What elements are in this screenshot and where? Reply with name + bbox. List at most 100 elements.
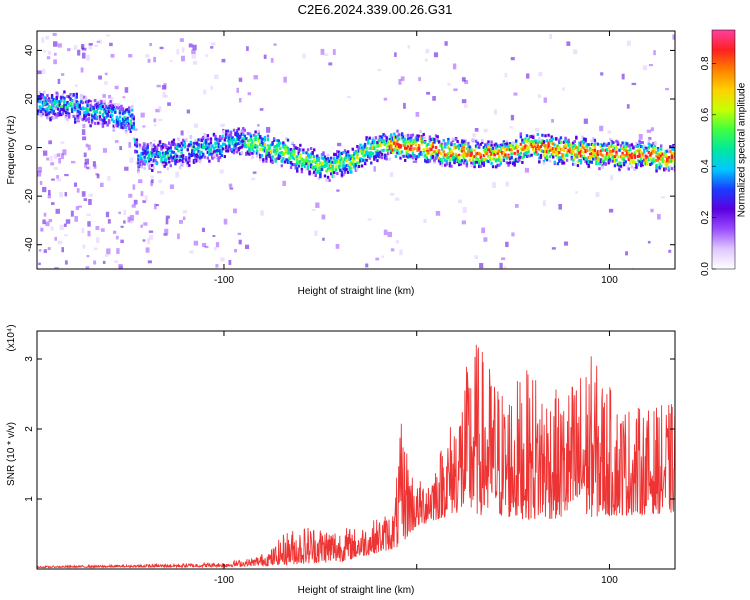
spectrogram-cell [481,140,484,144]
spectrogram-cell [590,142,593,146]
spectrogram-cell [53,166,59,170]
spectrogram-cell [340,173,344,177]
spectrogram-cell [478,152,481,156]
spectrogram-cell [265,159,268,163]
spectrogram-cell [75,92,78,96]
spectrogram-cell [225,135,228,139]
spectrogram-cell [101,113,105,117]
spectrogram-cell [436,153,439,157]
spectrogram-cell [459,159,462,163]
spectrogram-cell [467,141,470,145]
spectrogram-cell [100,101,103,105]
spectrogram-cell [146,143,149,147]
spectrogram-cell [262,142,265,146]
spectrogram-cell [222,134,225,138]
spectrogram-cell [61,95,65,99]
spectrogram-cell [283,76,287,83]
spectrogram-cell [112,127,115,131]
spectrogram-cell [126,119,129,123]
spectrogram-cell [126,110,129,114]
spectrogram-cell [234,140,237,144]
spectrogram-cell [291,163,294,167]
spectrogram-cell [668,249,672,253]
spectrogram-cell [396,145,399,149]
spectrogram-cell [111,114,114,118]
spectrogram-cell [308,172,311,176]
spectrogram-cell [479,263,484,269]
spectrogram-cell [178,158,182,162]
spectrogram-cell [521,144,524,148]
spectrogram-cell [37,109,40,113]
spectrogram-cell [428,136,432,140]
spectrogram-cell [416,138,419,142]
spectrogram-cell [582,137,586,141]
spectrogram-cell [461,153,464,157]
spectrogram-cell [400,136,404,140]
spectrogram-cell [316,154,319,158]
spectrogram-cell [427,151,430,155]
spectrogram-cell [135,150,139,154]
spectrogram-cell [144,160,148,164]
snr-y-tick-label: 2 [24,426,35,432]
spectrogram-cell [595,152,598,156]
spectrogram-cell [388,147,391,151]
spectrogram-cell [66,105,69,109]
spectrogram-cell [482,153,486,157]
spectrogram-cell [317,156,321,160]
spectrogram-cell [188,163,191,167]
spectrogram-cell [271,161,274,165]
spectrogram-cell [151,168,154,172]
spectrogram-cell [78,111,82,115]
spectrogram-cell [183,141,186,145]
spectrogram-cell [448,155,452,159]
spectrogram-cell [575,152,578,156]
spectrogram-cell [650,208,654,213]
spectrogram-cell [163,233,168,236]
spectrogram-cell [138,154,142,158]
spectrogram-cell [37,95,40,99]
spectrogram-cell [373,157,376,161]
spectrogram-cell [473,148,476,152]
spectrogram-cell [408,147,412,151]
spectrogram-cell [396,151,399,155]
spectrogram-cell [149,235,154,240]
spectrogram-cell [50,226,54,231]
spectrogram-cell [374,155,378,159]
spectrogram-cell [487,140,490,144]
spectrogram-cell [465,154,469,158]
spectrogram-cell [212,146,216,150]
spectrogram-cell [387,148,390,152]
spectrogram-cell [496,149,499,153]
spectrogram-cell [75,100,78,104]
spectrogram-cell [81,228,85,234]
spectrogram-cell [428,148,432,152]
spectrogram-cell [47,115,51,119]
spectrogram-cell [286,159,290,163]
spectrogram-cell [383,143,387,147]
spectrogram-cell [459,162,462,166]
spectrogram-cell [368,156,371,160]
spectrogram-cell [672,151,675,155]
spectrogram-cell [118,265,124,269]
spectrogram-cell [510,152,513,156]
spectrogram-cell [388,157,391,161]
spectrogram-cell [95,103,98,107]
spectrogram-cell [316,156,319,160]
spectrogram-cell [501,146,504,150]
spectrogram-cell [403,141,407,145]
spectrogram-cell [188,152,191,156]
spectrogram-cell [249,137,253,141]
spectrogram-cell [538,146,541,150]
spectrogram-cell [263,142,267,146]
spectrogram-cell [50,94,54,98]
spectrogram-cell [123,116,126,120]
spectrogram-cell [164,145,168,149]
spectrogram-cell [114,260,118,263]
spectrogram-cell [487,145,490,149]
spectrogram-cell [598,150,601,154]
spectrogram-cell [299,143,302,147]
spectrogram-cell [60,95,63,99]
spectrogram-cell [294,146,297,150]
spectrogram-cell [604,155,607,159]
